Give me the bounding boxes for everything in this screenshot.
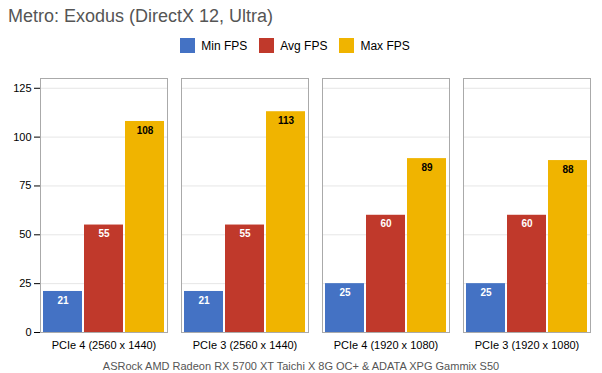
svg-text:25: 25 [19, 277, 31, 289]
html-text:Metro: Exodus (DirectX 12, Ult: Metro: Exodus (DirectX 12, Ultra) [8, 6, 274, 26]
svg-text:21: 21 [198, 295, 210, 306]
svg-text:0: 0 [25, 326, 31, 338]
svg-text:100: 100 [13, 131, 31, 143]
html-text:Max FPS: Max FPS [360, 38, 410, 53]
html-text:Min FPS: Min FPS [201, 38, 248, 53]
svg-text:25: 25 [480, 287, 492, 298]
html-text:Avg FPS: Avg FPS [280, 38, 328, 53]
html-text:ASRock AMD Radeon RX 5700 XT T: ASRock AMD Radeon RX 5700 XT Taichi X 8G… [102, 360, 500, 372]
svg-text:PCIe 3 (2560 x 1440): PCIe 3 (2560 x 1440) [193, 339, 298, 351]
svg-text:60: 60 [521, 218, 533, 229]
svg-text:55: 55 [239, 228, 251, 239]
svg-text:60: 60 [380, 218, 392, 229]
svg-text:21: 21 [57, 295, 69, 306]
svg-text:113: 113 [278, 115, 295, 126]
svg-text:PCIe 4 (2560 x 1440): PCIe 4 (2560 x 1440) [52, 339, 157, 351]
svg-text:PCIe 4 (1920 x 1080): PCIe 4 (1920 x 1080) [334, 339, 439, 351]
svg-text:125: 125 [13, 82, 31, 94]
svg-text:25: 25 [339, 287, 351, 298]
svg-text:89: 89 [421, 162, 433, 173]
svg-text:PCIe 3 (1920 x 1080): PCIe 3 (1920 x 1080) [475, 339, 580, 351]
svg-text:108: 108 [137, 125, 154, 136]
svg-text:55: 55 [98, 228, 110, 239]
svg-text:50: 50 [19, 228, 31, 240]
svg-text:75: 75 [19, 179, 31, 191]
svg-text:88: 88 [562, 164, 574, 175]
